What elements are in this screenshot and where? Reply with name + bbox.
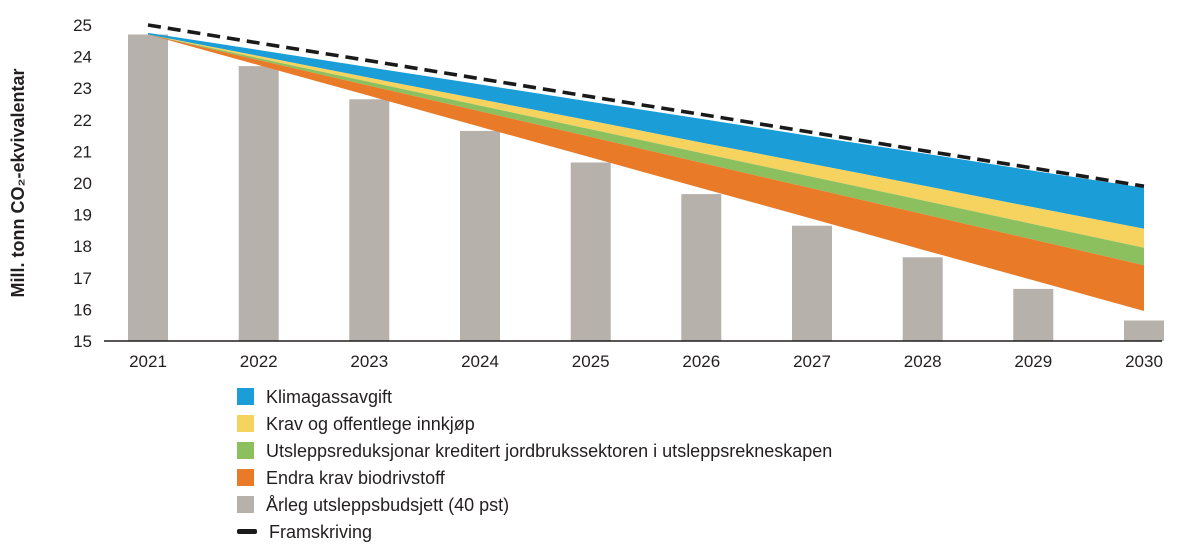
- y-tick-label: 20: [73, 174, 92, 193]
- y-tick-label: 24: [73, 48, 92, 67]
- legend-label: Endra krav biodrivstoff: [266, 467, 445, 488]
- legend-item-framskriving: Framskriving: [237, 518, 832, 545]
- legend-label: Årleg utsleppsbudsjett (40 pst): [266, 494, 510, 515]
- budget-bar-2030: [1124, 320, 1164, 341]
- x-tick-label: 2024: [461, 352, 499, 371]
- x-tick-label: 2028: [904, 352, 942, 371]
- legend-swatch-blue-icon: [237, 388, 254, 405]
- legend-label: Klimagassavgift: [266, 386, 393, 407]
- y-tick-label: 19: [73, 206, 92, 225]
- x-tick-label: 2030: [1125, 352, 1163, 371]
- x-tick-label: 2029: [1014, 352, 1052, 371]
- budget-bar-2026: [681, 194, 722, 341]
- legend-swatch-green-icon: [237, 442, 254, 459]
- budget-bar-2021: [128, 34, 168, 341]
- y-tick-label: 15: [73, 332, 92, 351]
- y-tick-label: 18: [73, 237, 92, 256]
- framskriving-line: [147, 23, 1145, 188]
- legend-swatch-yellow-icon: [237, 415, 254, 432]
- y-tick-label: 16: [73, 300, 92, 319]
- legend-item-krav-offentlege-innkjop: Krav og offentlege innkjøp: [237, 410, 832, 437]
- y-tick-label: 17: [73, 269, 92, 288]
- legend-swatch-dash-icon: [237, 529, 257, 534]
- y-axis-title: Mill. tonn CO₂-ekvivalentar: [8, 68, 28, 297]
- x-tick-label: 2026: [682, 352, 720, 371]
- budget-bar-2028: [902, 257, 943, 341]
- budget-bar-2027: [792, 225, 832, 341]
- budget-bar-2024: [460, 130, 500, 341]
- budget-bar-2025: [570, 162, 611, 341]
- legend-swatch-gray-icon: [237, 496, 254, 513]
- band-1: [148, 34, 1144, 248]
- y-tick-label: 21: [73, 142, 92, 161]
- legend-item-arleg-utsleppsbudsjett: Årleg utsleppsbudsjett (40 pst): [237, 491, 832, 518]
- y-tick-label: 23: [73, 79, 92, 98]
- x-tick-label: 2027: [793, 352, 831, 371]
- x-tick-label: 2025: [572, 352, 610, 371]
- y-tick-label: 22: [73, 111, 92, 130]
- legend-item-klimagassavgift: Klimagassavgift: [237, 383, 832, 410]
- x-tick-label: 2023: [350, 352, 388, 371]
- x-tick-label: 2022: [240, 352, 278, 371]
- legend-swatch-orange-icon: [237, 469, 254, 486]
- budget-bar-2029: [1013, 288, 1054, 341]
- legend-label: Krav og offentlege innkjøp: [266, 413, 475, 434]
- legend-item-utsleppsreduksjonar: Utsleppsreduksjonar kreditert jordbrukss…: [237, 437, 832, 464]
- budget-bar-2023: [349, 99, 390, 341]
- budget-bar-2022: [238, 66, 279, 341]
- x-tick-label: 2021: [129, 352, 167, 371]
- emissions-chart: Mill. tonn CO₂-ekvivalentar 15 16 17 18 19 20…: [8, 16, 1164, 371]
- legend-label: Framskriving: [269, 521, 373, 542]
- band-3: [148, 34, 1144, 311]
- band-2: [148, 34, 1144, 266]
- chart-legend: Klimagassavgift Krav og offentlege innkj…: [237, 383, 832, 545]
- legend-item-endra-krav-biodrivstoff: Endra krav biodrivstoff: [237, 464, 832, 491]
- band-0: [148, 32, 1144, 229]
- y-tick-label: 25: [73, 16, 92, 35]
- legend-label: Utsleppsreduksjonar kreditert jordbrukss…: [266, 440, 833, 461]
